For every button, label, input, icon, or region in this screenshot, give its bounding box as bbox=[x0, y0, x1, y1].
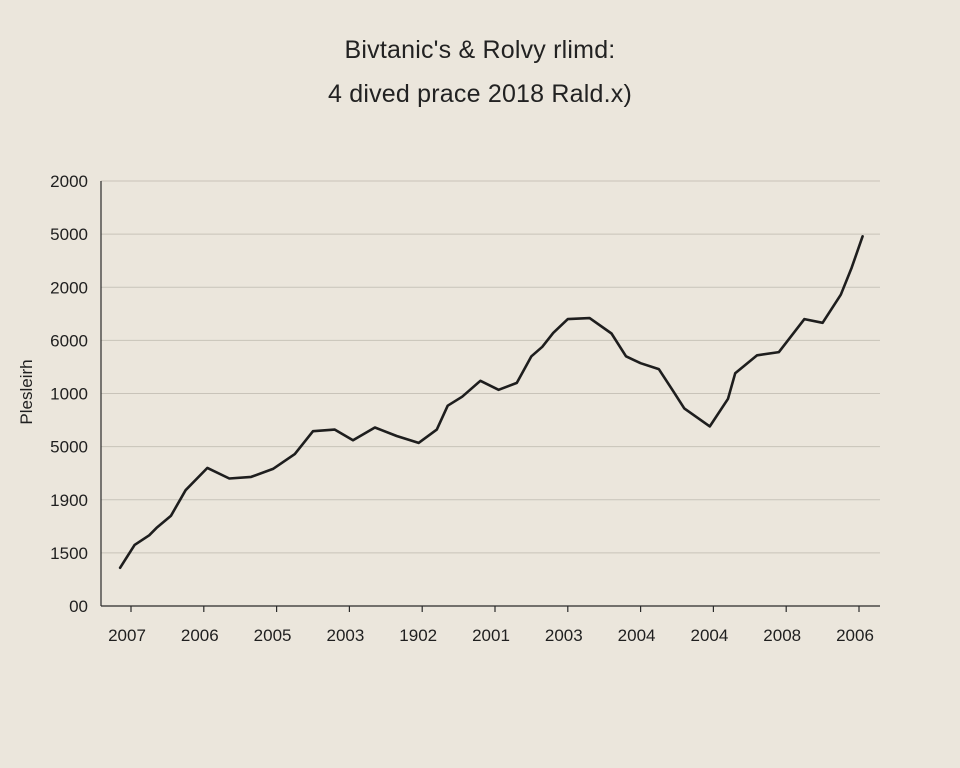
x-tick-label: 2006 bbox=[181, 626, 219, 645]
axes bbox=[100, 181, 880, 607]
x-tick-label: 2004 bbox=[618, 626, 656, 645]
series-layer bbox=[118, 235, 864, 570]
chart-title: Bivtanic's & Rolvy rlimd: bbox=[344, 36, 616, 64]
y-tick-label: 2000 bbox=[50, 172, 88, 191]
y-tick-label: 6000 bbox=[50, 331, 88, 350]
x-tick-label: 1902 bbox=[399, 626, 437, 645]
x-tick-label: 2006 bbox=[836, 626, 874, 645]
x-tick-label: 2003 bbox=[326, 626, 364, 645]
gridlines bbox=[101, 180, 880, 554]
y-tick-label: 00 bbox=[69, 597, 88, 616]
series-line bbox=[118, 235, 864, 570]
x-tick-label: 2001 bbox=[472, 626, 510, 645]
y-tick-label: 1000 bbox=[50, 385, 88, 404]
y-tick-label: 1500 bbox=[50, 544, 88, 563]
x-tick-label: 2005 bbox=[254, 626, 292, 645]
y-tick-label: 2000 bbox=[50, 278, 88, 297]
x-tick-label: 2003 bbox=[545, 626, 583, 645]
chart-title-block: Bivtanic's & Rolvy rlimd: 4 dived prace … bbox=[0, 28, 960, 116]
x-tick-label: 2007 bbox=[108, 626, 146, 645]
x-tick-label: 2008 bbox=[763, 626, 801, 645]
chart-subtitle: 4 dived prace 2018 Rald.x) bbox=[328, 80, 632, 108]
y-tick-label: 5000 bbox=[50, 438, 88, 457]
x-tick-label: 2004 bbox=[690, 626, 728, 645]
y-tick-labels: 00 1500 1900 5000 1000 6000 2000 5000 2000 bbox=[50, 172, 88, 616]
y-tick-label: 5000 bbox=[50, 225, 88, 244]
y-tick-label: 1900 bbox=[50, 491, 88, 510]
y-axis-title: Plesleirh bbox=[17, 359, 36, 424]
x-tick-labels: 2007 2006 2005 2003 1902 2001 2003 2004 2004 2008… bbox=[108, 606, 874, 645]
